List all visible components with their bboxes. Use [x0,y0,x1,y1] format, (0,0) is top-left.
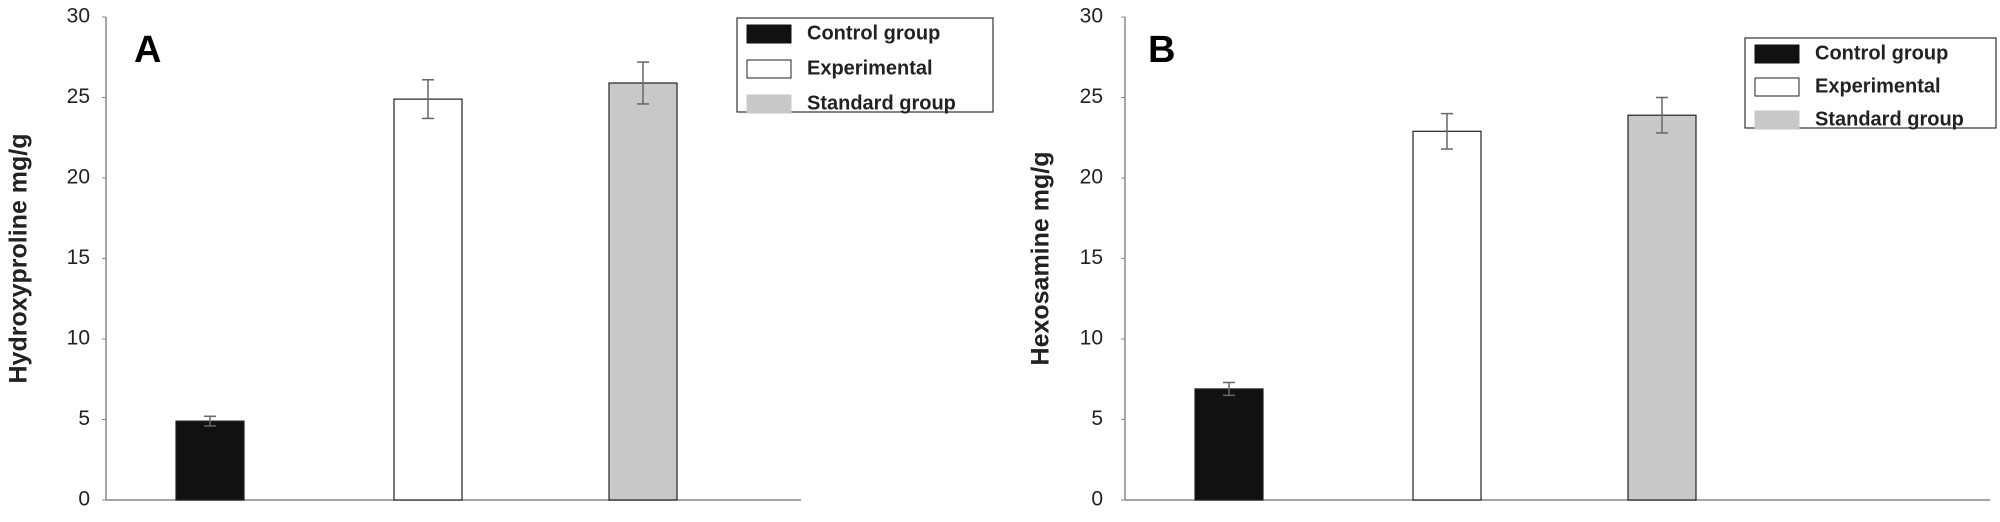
y-tick-label: 5 [1091,407,1103,430]
bar [1412,130,1482,501]
y-tick-label: 15 [1080,246,1103,269]
bar [608,82,678,501]
legend-label: Standard group [807,92,956,114]
bar [1194,388,1264,501]
y-tick-label: 25 [1080,85,1103,108]
y-tick-label: 10 [67,327,90,350]
y-axis-label: Hexosamine mg/g [1027,152,1055,366]
legend-swatch [746,94,792,114]
legend-swatch [1754,77,1800,97]
legend-label: Control group [1815,42,1948,64]
y-tick-label: 5 [78,407,90,430]
legend-label: Experimental [807,57,933,79]
panel-label: A [134,29,161,71]
y-tick-label: 15 [67,246,90,269]
y-tick-label: 30 [1080,5,1103,28]
bar [393,98,463,501]
panel-label: B [1148,29,1175,71]
legend-swatch [746,59,792,79]
legend-label: Control group [807,22,940,44]
y-tick-label: 20 [1080,166,1103,189]
y-tick-label: 0 [1091,488,1103,511]
y-tick-label: 10 [1080,327,1103,350]
legend-label: Experimental [1815,75,1941,97]
y-tick-label: 30 [67,5,90,28]
legend-swatch [1754,44,1800,64]
y-tick-label: 20 [67,166,90,189]
bar [1627,114,1697,501]
bar [175,420,245,501]
legend-label: Standard group [1815,108,1964,130]
legend-swatch [1754,110,1800,130]
y-tick-label: 0 [78,488,90,511]
y-tick-label: 25 [67,85,90,108]
y-axis-label: Hydroxyproline mg/g [5,133,33,383]
legend-swatch [746,24,792,44]
